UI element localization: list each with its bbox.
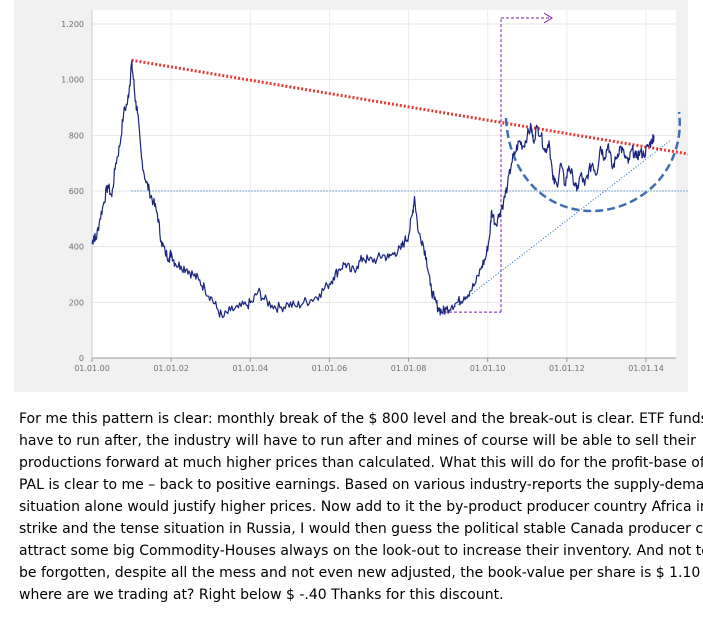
commentary-line: attract some big Commodity-Houses always… [19,543,703,559]
y-tick-label: 400 [69,243,84,252]
x-tick-label: 01.01.04 [232,364,268,373]
commentary-line: productions forward at much higher price… [19,455,703,471]
price-line [91,60,655,319]
price-chart: 0 200 400 600 800 1.000 1.200 01.01.00 01.01.02… [61,10,688,373]
annotations [131,12,688,313]
x-tick-label: 01.01.00 [74,364,110,373]
x-tick-label: 01.01.14 [628,364,664,373]
cup-arc [504,111,681,213]
commentary-line: situation alone would justify higher pri… [19,499,703,515]
commentary-text: For me this pattern is clear: monthly br… [19,408,703,606]
y-tick-label: 800 [69,131,84,140]
commentary-line: where are we trading at? Right below $ -… [19,587,504,603]
plot-area [92,10,676,358]
series [91,60,655,319]
commentary-line: For me this pattern is clear: monthly br… [19,411,703,427]
commentary-line: be forgotten, despite all the mess and n… [19,565,703,581]
x-tick-label: 01.01.06 [312,364,348,373]
resistance-trendline [131,58,688,156]
commentary-line: strike and the tense situation in Russia… [19,521,703,537]
y-tick-label: 600 [69,187,84,196]
x-axis-ticks: 01.01.00 01.01.02 01.01.04 01.01.06 01.01.08… [74,358,664,373]
x-tick-label: 01.01.10 [470,364,506,373]
y-tick-label: 0 [79,354,84,363]
breakout-arrowhead [543,12,553,24]
y-tick-label: 200 [69,298,84,307]
y-axis-ticks: 0 200 400 600 800 1.000 1.200 [61,20,84,363]
x-tick-label: 01.01.02 [153,364,189,373]
grid [91,10,676,358]
chart-panel: 0 200 400 600 800 1.000 1.200 01.01.00 01.01.02… [14,0,688,392]
commentary-line: PAL is clear to me – back to positive ea… [19,477,703,493]
y-tick-label: 1.000 [61,76,84,85]
commentary-line: have to run after, the industry will hav… [19,433,696,449]
x-tick-label: 01.01.12 [549,364,585,373]
y-tick-label: 1.200 [61,20,84,29]
x-tick-label: 01.01.08 [391,364,427,373]
